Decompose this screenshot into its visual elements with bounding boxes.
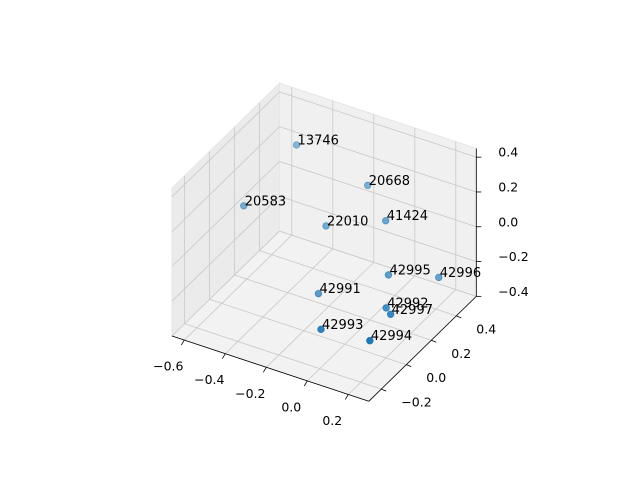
tick-mark [180,339,185,346]
tick-mark [406,364,412,368]
point [386,310,395,318]
grid-line [279,126,477,193]
point [382,304,390,312]
grid-line [234,274,432,341]
point-label: 41424 [387,209,428,224]
point-label: 42994 [371,329,412,344]
x-tick-label: −0.6 [153,359,183,374]
point-label: 42995 [389,263,430,278]
grid-line [184,323,382,390]
grid-line [348,289,457,395]
y-tick-label: 0.2 [451,346,471,361]
point [384,271,393,279]
point [292,141,301,149]
point-label: 42996 [440,266,481,281]
point [314,289,323,298]
point-label: 22010 [327,214,368,229]
tick-mark [381,388,387,392]
point [366,336,374,345]
grid-line [171,161,280,267]
grid-line [279,161,477,228]
grid-line [279,195,477,262]
point [322,222,330,230]
tick-mark [344,394,349,400]
y-tick-label: 0.0 [426,370,446,385]
x-tick-label: 0.0 [281,399,301,414]
point-label: 42991 [319,282,360,297]
point-label: 13746 [298,133,339,148]
grid-line [171,126,280,232]
point [382,216,390,225]
point-label: 20668 [369,174,410,189]
x-tick-label: 0.2 [322,413,342,428]
tick-mark [303,380,308,387]
grid-line [171,195,280,302]
z-tick-label: 0.4 [498,145,518,160]
grid-line [279,230,477,297]
point [317,325,325,334]
grid-line [307,275,416,382]
grid-line [266,262,375,368]
grid-line [184,234,293,341]
point-label: 42992 [387,296,428,311]
tick-mark [221,353,226,359]
point-label: 42997 [392,303,433,318]
point-label: 20583 [245,194,286,209]
tick-mark [262,367,267,373]
z-tick-label: 0.0 [498,214,518,229]
x-tick-label: −0.4 [194,372,224,387]
grid-line [225,248,334,354]
grid-line [171,230,280,337]
x-axis-line [171,335,369,402]
y-tick-label: −0.2 [401,395,431,410]
point [240,202,248,210]
grid-line [209,299,407,366]
tick-mark [456,315,462,319]
y-axis-line [368,296,477,402]
z-tick-label: 0.2 [498,179,518,194]
x-tick-label: −0.2 [235,386,265,401]
z-tick-label: −0.4 [498,284,528,299]
tick-mark [431,339,437,343]
point [364,181,372,190]
z-tick-label: −0.2 [498,249,528,264]
y-tick-label: 0.4 [476,321,496,336]
grid-line [279,91,477,158]
point-label: 42993 [322,318,363,333]
grid-line [171,91,280,198]
grid-line [259,250,457,317]
point [435,273,443,282]
